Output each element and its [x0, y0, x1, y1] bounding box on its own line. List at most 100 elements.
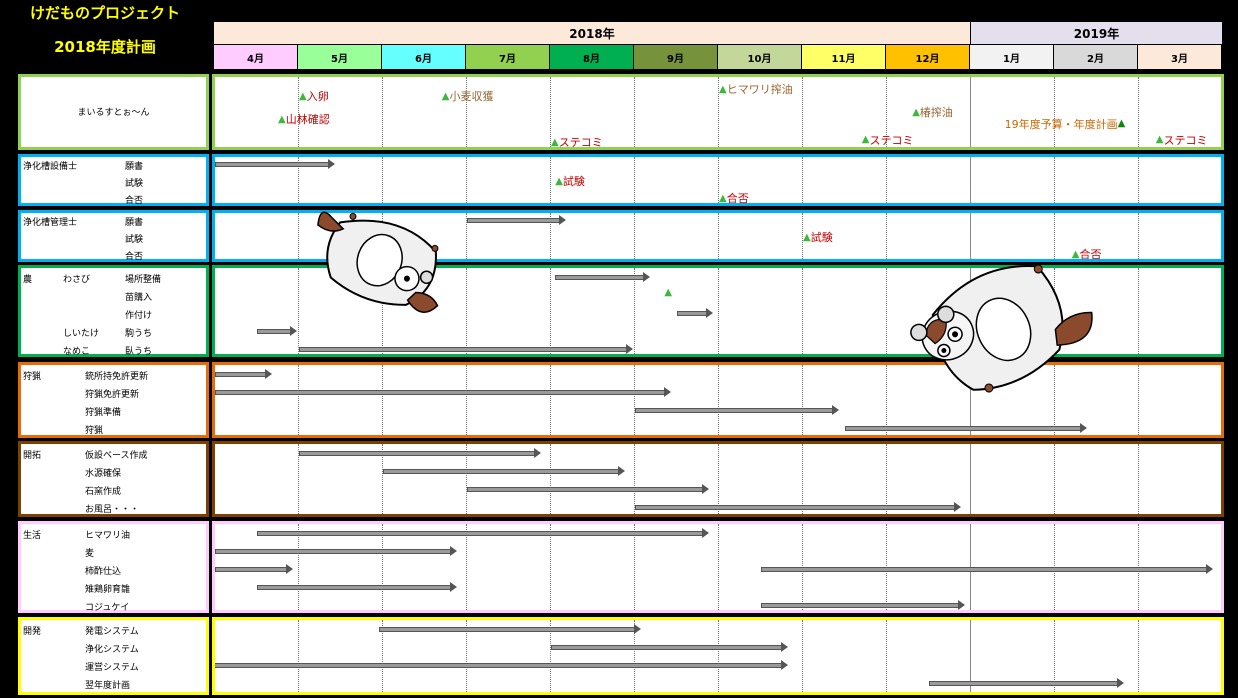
month-header-12: 3月: [1138, 45, 1222, 69]
month-gridline: [1138, 365, 1139, 435]
month-gridline: [970, 444, 971, 514]
month-header-1: 4月: [214, 45, 298, 69]
row-item-nou-0: 場所整備: [125, 275, 162, 285]
row-chart-jouka-setsubi: ▲ 試験 ▲ 合否: [212, 154, 1224, 206]
milestone-mailstone-5: ▲ 椿搾油: [912, 104, 953, 120]
month-gridline: [298, 524, 299, 610]
row-category-jouka-kanri: 浄化槽管理士: [23, 218, 78, 228]
month-gridline: [1138, 77, 1139, 147]
month-gridline: [802, 213, 803, 259]
month-gridline: [382, 77, 383, 147]
milestone-triangle-icon: ▲: [803, 231, 811, 243]
month-gridline: [802, 268, 803, 354]
row-item-shuryou-1: 狩猟免許更新: [85, 390, 140, 400]
milestone-jouka-kanri-1: ▲ 合否: [1072, 246, 1102, 259]
milestone-mailstone-2: ▲ 小麦収獲: [442, 88, 494, 104]
month-gridline: [1138, 157, 1139, 203]
month-gridline: [1054, 620, 1055, 692]
month-gridline: [1054, 213, 1055, 259]
task-bar-jouka-setsubi-0: [215, 159, 335, 169]
row-item-kaitaku-1: 水源確保: [85, 469, 122, 479]
milestone-mailstone-1: ▲ 山林確認: [278, 111, 330, 127]
month-gridline: [886, 620, 887, 692]
milestone-mailstone-7: 19年度予算・年度計画 ▲: [1005, 116, 1126, 132]
month-gridline: [550, 77, 551, 147]
month-header-4: 7月: [466, 45, 550, 69]
row-item-jouka-setsubi-0: 願書: [125, 162, 144, 172]
milestone-triangle-icon: ▲: [278, 113, 286, 125]
row-category-shuryou: 狩猟: [23, 372, 42, 382]
month-gridline: [466, 213, 467, 259]
month-gridline: [1054, 365, 1055, 435]
milestone-mailstone-6: ▲ ステコミ: [862, 132, 914, 147]
row-item-shuryou-2: 狩猟準備: [85, 408, 122, 418]
month-gridline: [466, 77, 467, 147]
task-bar-kaihatsu-3: [929, 678, 1125, 688]
row-label-jouka-kanri: 浄化槽管理士 願書 試験 合否: [18, 210, 209, 262]
row-label-nou: 農 わさび 場所整備 苗購入 作付け しいたけ 駒うち なめこ 臥うち: [18, 265, 209, 357]
month-gridline: [550, 213, 551, 259]
row-label-kaihatsu: 開発 発電システム 浄化システム 運営システム 翌年度計画: [18, 617, 209, 695]
month-gridline: [970, 157, 971, 203]
month-gridline: [634, 620, 635, 692]
month-header-9: 12月: [886, 45, 970, 69]
row-item-seikatsu-0: ヒマワリ油: [85, 531, 131, 541]
row-sub-nou-4: なめこ: [63, 347, 91, 357]
milestone-jouka-setsubi-0: ▲ 試験: [555, 173, 585, 189]
task-bar-kaihatsu-1: [551, 642, 789, 652]
row-item-kaitaku-0: 仮設ベース作成: [85, 451, 148, 461]
task-bar-seikatsu-5: [761, 600, 965, 610]
row-category-jouka-setsubi: 浄化槽設備士: [23, 162, 78, 172]
milestone-mailstone-0: ▲ 入卵: [299, 88, 329, 104]
milestone-mailstone-3: ▲ ステコミ: [551, 134, 603, 147]
month-gridline: [886, 157, 887, 203]
row-item-kaihatsu-1: 浄化システム: [85, 645, 139, 655]
row-item-nou-3: 駒うち: [125, 329, 153, 339]
row-label-jouka-setsubi: 浄化槽設備士 願書 試験 合否: [18, 154, 209, 206]
month-gridline: [382, 268, 383, 354]
task-bar-shuryou-3: [845, 423, 1087, 433]
month-gridline: [718, 213, 719, 259]
month-gridline: [298, 365, 299, 435]
month-gridline: [550, 268, 551, 354]
month-gridline: [634, 524, 635, 610]
month-gridline: [718, 620, 719, 692]
month-gridline: [550, 524, 551, 610]
row-item-shuryou-3: 狩猟: [85, 426, 104, 436]
milestone-triangle-icon: ▲: [719, 192, 727, 204]
row-item-nou-2: 作付け: [125, 311, 153, 321]
milestone-triangle-icon: ▲: [912, 106, 920, 118]
milestone-label: 試験: [810, 231, 833, 244]
milestone-label: 19年度予算・年度計画: [1004, 117, 1118, 131]
month-gridline: [550, 157, 551, 203]
month-gridline: [970, 365, 971, 435]
month-gridline: [382, 444, 383, 514]
milestone-label: 合否: [726, 192, 749, 205]
row-item-kaitaku-2: 石窯作成: [85, 487, 122, 497]
month-gridline: [802, 157, 803, 203]
milestone-label: 山林確認: [285, 113, 330, 126]
month-gridline: [298, 213, 299, 259]
month-gridline: [298, 268, 299, 354]
row-item-seikatsu-1: 麦: [85, 549, 95, 559]
task-bar-seikatsu-2: [215, 564, 293, 574]
row-category-kaitaku: 開拓: [23, 451, 42, 461]
month-header-10: 1月: [970, 45, 1054, 69]
month-gridline: [718, 268, 719, 354]
month-gridline: [718, 157, 719, 203]
task-bar-kaihatsu-0: [378, 624, 641, 634]
task-bar-jouka-kanri-0: [467, 215, 566, 225]
month-gridline: [298, 157, 299, 203]
month-gridline: [634, 213, 635, 259]
month-gridline: [886, 365, 887, 435]
task-bar-kaitaku-1: [383, 466, 625, 476]
milestone-label: ステコミ: [1163, 133, 1208, 147]
row-category-seikatsu: 生活: [23, 531, 42, 541]
month-gridline: [802, 77, 803, 147]
month-gridline: [634, 77, 635, 147]
row-item-jouka-kanri-1: 試験: [125, 235, 144, 245]
milestone-label: 入卵: [306, 90, 329, 103]
milestone-label: 小麦収獲: [449, 90, 494, 103]
month-gridline: [1138, 620, 1139, 692]
month-gridline: [466, 444, 467, 514]
